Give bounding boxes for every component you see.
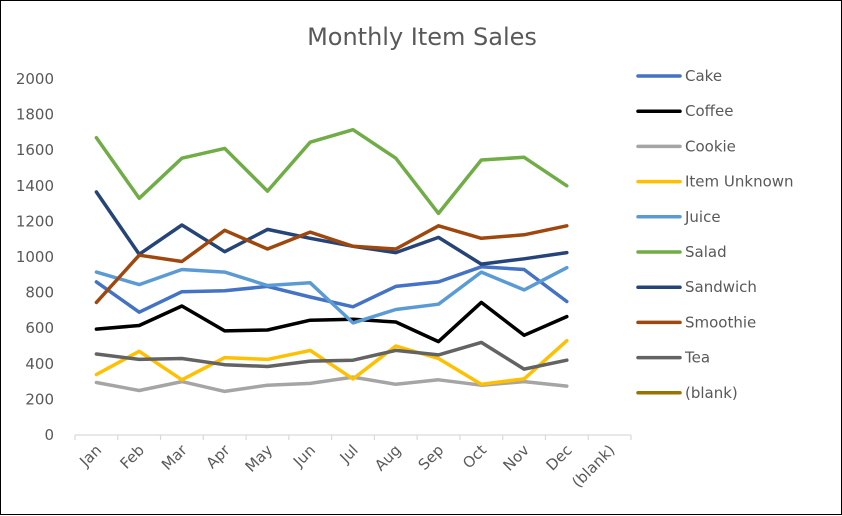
legend-label: Sandwich: [685, 278, 757, 296]
legend-label: Juice: [684, 208, 721, 226]
x-tick-label: Jan: [75, 441, 105, 471]
legend-label: Coffee: [685, 102, 733, 120]
x-tick-label: May: [242, 441, 277, 476]
series-line: [94, 375, 569, 394]
y-tick-label: 0: [44, 426, 54, 444]
legend-label: Tea: [684, 349, 710, 367]
y-tick-label: 2000: [16, 70, 54, 88]
series-line: [94, 338, 569, 387]
x-tick-label: Oct: [459, 441, 490, 472]
y-tick-label: 200: [25, 390, 54, 408]
x-tick-label: Feb: [116, 441, 148, 473]
series-line: [94, 127, 569, 216]
y-tick-label: 1800: [16, 106, 54, 124]
y-tick-label: 600: [25, 319, 54, 337]
series-line: [94, 190, 569, 266]
y-tick-label: 1000: [16, 248, 54, 266]
y-tick-label: 400: [25, 355, 54, 373]
y-axis-ticks: 0 200 400 600 800 1000 1200 1400 1600 1800 2000: [16, 70, 54, 444]
series-line: [94, 265, 569, 325]
x-tick-label: Jun: [289, 441, 319, 471]
series-line: [94, 224, 569, 305]
x-axis: Jan Feb Mar Apr May Jun Jul Aug Sep Oct Nov Dec(bla…: [74, 434, 632, 491]
x-tick-label: Jul: [336, 441, 362, 467]
legend-label: Item Unknown: [685, 173, 794, 191]
series-lines: [94, 127, 569, 394]
x-tick-label: (blank): [568, 441, 618, 491]
y-tick-label: 1200: [16, 212, 54, 230]
series-line: [94, 340, 569, 371]
x-tick-label: Nov: [499, 441, 533, 475]
x-tick-label: Aug: [371, 441, 404, 474]
legend-label: Smoothie: [685, 313, 756, 331]
y-tick-label: 1400: [16, 177, 54, 195]
legend-label: (blank): [685, 384, 738, 402]
legend-label: Cake: [685, 67, 722, 85]
x-tick-label: Dec: [542, 441, 575, 474]
legend-label: Salad: [685, 243, 727, 261]
y-tick-label: 800: [25, 284, 54, 302]
x-tick-label: Mar: [158, 441, 191, 474]
legend-label: Cookie: [685, 137, 736, 155]
chart-title: Monthly Item Sales: [307, 23, 537, 51]
y-tick-label: 1600: [16, 141, 54, 159]
legend: Cake Coffee Cookie Item Unknown Juice Salad Sa…: [636, 67, 794, 402]
x-tick-label: Apr: [202, 441, 234, 473]
series-line: [94, 300, 569, 344]
x-tick-label: Sep: [415, 441, 448, 474]
